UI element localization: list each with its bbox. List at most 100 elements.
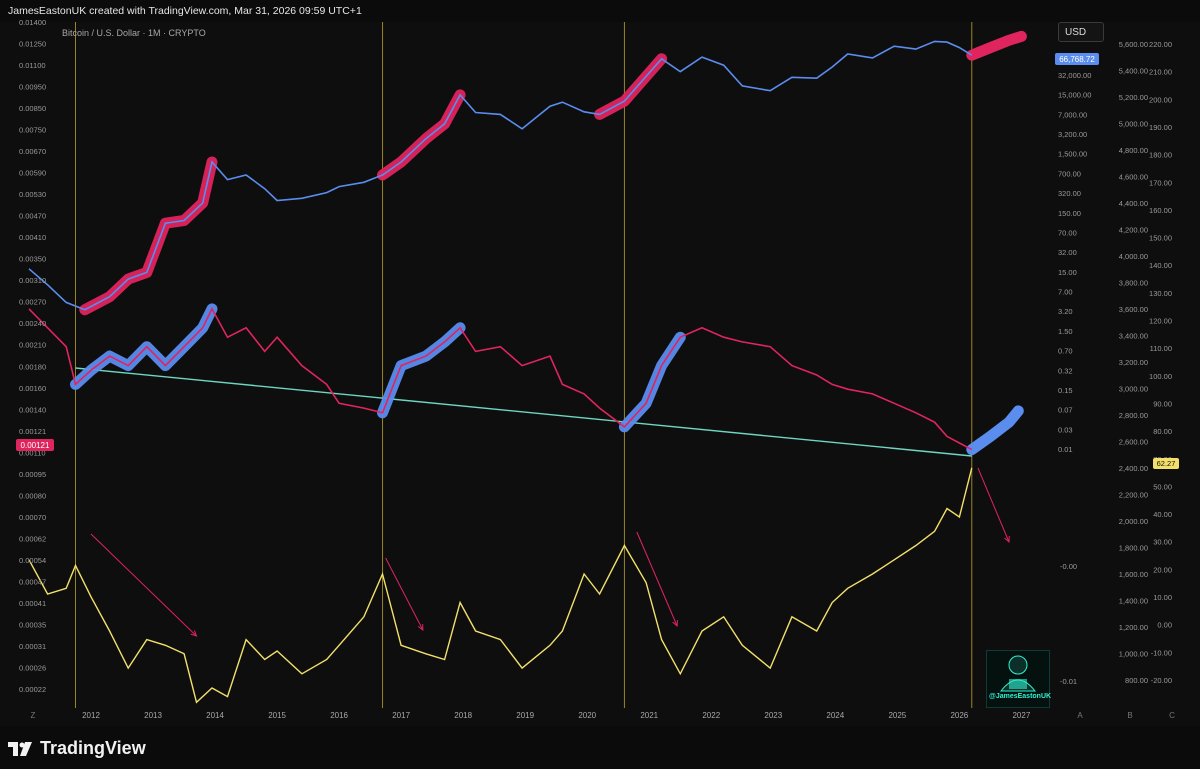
left-axis-tick-label: 0.00180 <box>19 362 46 371</box>
left-axis-tick-label: 0.00026 <box>19 663 46 672</box>
price-projection-band <box>966 30 1027 61</box>
left-axis-tick-label: 0.00035 <box>19 620 46 629</box>
footer-bar <box>0 726 1200 769</box>
right-axis-a-tick-label: 800.00 <box>1125 676 1148 685</box>
price-axis-tick-label: -0.01 <box>1060 677 1077 686</box>
last-price-label-bg <box>1055 53 1099 65</box>
trend-arrow-head <box>190 630 198 637</box>
right-axis-b-tick-label: 90.00 <box>1153 399 1172 408</box>
left-axis-tick-label: 0.00041 <box>19 599 46 608</box>
x-axis-tick-label: 2027 <box>1012 711 1030 720</box>
ratio-highlight-band <box>377 322 466 419</box>
right-axis-a-tick-label: 3,000.00 <box>1119 385 1148 394</box>
left-axis-tick-label: 0.01250 <box>19 40 46 49</box>
right-axis-b-tick-label: 100.00 <box>1149 372 1172 381</box>
x-axis-tick-label: 2024 <box>826 711 844 720</box>
right-axis-a-tick-label: 2,200.00 <box>1119 491 1148 500</box>
oscillator-label: 62.27 <box>1157 459 1176 468</box>
x-axis-tick-label: 2019 <box>516 711 534 720</box>
right-axis-a-tick-label: 4,400.00 <box>1119 199 1148 208</box>
price-axis-tick-label: 150.00 <box>1058 209 1081 218</box>
x-axis-tick-label: 2023 <box>764 711 782 720</box>
corner-a[interactable]: A <box>1077 711 1083 720</box>
price-axis-tick-label: 1.50 <box>1058 327 1073 336</box>
left-axis-tick-label: 0.00031 <box>19 642 46 651</box>
x-axis-tick-label: 2014 <box>206 711 224 720</box>
price-axis-tick-label: 0.15 <box>1058 386 1073 395</box>
right-axis-b-tick-label: 50.00 <box>1153 482 1172 491</box>
tradingview-logo[interactable]: TradingView <box>8 738 146 759</box>
right-axis-b-tick-label: 20.00 <box>1153 565 1172 574</box>
right-axis-a-tick-label: 5,200.00 <box>1119 93 1148 102</box>
right-axis-b-tick-label: 80.00 <box>1153 427 1172 436</box>
right-axis-b-tick-label: 40.00 <box>1153 510 1172 519</box>
right-axis-b-tick-label: 130.00 <box>1149 289 1172 298</box>
corner-b[interactable]: B <box>1127 711 1132 720</box>
x-axis-tick-label: 2022 <box>702 711 720 720</box>
trend-arrow <box>977 467 1010 543</box>
right-axis-a-tick-label: 3,200.00 <box>1119 358 1148 367</box>
left-price-label-bg <box>16 439 54 451</box>
right-axis-a-tick-label: 3,400.00 <box>1119 332 1148 341</box>
price-axis-tick-label: 320.00 <box>1058 189 1081 198</box>
currency-button[interactable]: USD <box>1058 22 1104 42</box>
trend-arrow-head <box>1004 535 1010 544</box>
left-axis-tick-label: 0.00950 <box>19 83 46 92</box>
right-axis-a-tick-label: 4,800.00 <box>1119 146 1148 155</box>
attribution-bar: JamesEastonUK created with TradingView.c… <box>0 0 1200 22</box>
trendline <box>75 367 972 457</box>
left-axis-tick-label: 0.00750 <box>19 126 46 135</box>
x-axis-tick-label: 2020 <box>578 711 596 720</box>
corner-c[interactable]: C <box>1169 711 1175 720</box>
left-axis-tick-label: 0.01400 <box>19 18 46 27</box>
price-axis-tick-label: 3,200.00 <box>1058 130 1087 139</box>
price-axis-tick-label: 7,000.00 <box>1058 110 1087 119</box>
x-axis-tick-label: 2012 <box>82 711 100 720</box>
right-axis-b-tick-label: 210.00 <box>1149 68 1172 77</box>
right-axis-a-tick-label: 2,600.00 <box>1119 438 1148 447</box>
right-axis-b-tick-label: 220.00 <box>1149 40 1172 49</box>
watermark-label: @JamesEastonUK <box>989 693 1052 700</box>
left-axis-tick-label: 0.00095 <box>19 470 46 479</box>
right-axis-b-tick-label: -10.00 <box>1151 648 1172 657</box>
left-axis-tick-label: 0.00590 <box>19 169 46 178</box>
price-axis-tick-label: 15,000.00 <box>1058 91 1091 100</box>
ratio-series-line <box>28 307 973 451</box>
price-axis-tick-label: 32,000.00 <box>1058 71 1091 80</box>
right-axis-b-tick-label: 190.00 <box>1149 123 1172 132</box>
chart-title: Bitcoin / U.S. Dollar · 1M · CRYPTO <box>62 28 206 38</box>
price-axis-tick-label: 1,500.00 <box>1058 150 1087 159</box>
price-axis-tick-label: 0.07 <box>1058 406 1073 415</box>
right-axis-a-tick-label: 1,400.00 <box>1119 597 1148 606</box>
left-axis-tick-label: 0.00140 <box>19 405 46 414</box>
x-axis-tick-label: 2025 <box>888 711 906 720</box>
oscillator-label-bg <box>1153 458 1179 469</box>
tradingview-wordmark: TradingView <box>40 738 146 758</box>
right-axis-b-tick-label: -20.00 <box>1151 676 1172 685</box>
price-axis-tick-label: 0.70 <box>1058 347 1073 356</box>
price-axis-tick-label: 7.00 <box>1058 288 1073 297</box>
right-axis-a-tick-label: 4,600.00 <box>1119 173 1148 182</box>
price-axis-tick-label: 700.00 <box>1058 169 1081 178</box>
left-axis-tick-label: 0.00022 <box>19 685 46 694</box>
x-axis-tick-label: 2026 <box>950 711 968 720</box>
right-axis-a-tick-label: 1,600.00 <box>1119 570 1148 579</box>
left-axis-tick-label: 0.00121 <box>19 427 46 436</box>
left-axis-tick-label: 0.00110 <box>19 448 46 457</box>
right-axis-a-tick-label: 1,800.00 <box>1119 544 1148 553</box>
last-price-label: 66,768.72 <box>1059 55 1095 64</box>
right-axis-a-tick-label: 4,200.00 <box>1119 226 1148 235</box>
price-axis-tick-label: 70.00 <box>1058 228 1077 237</box>
x-axis-tick-label: 2013 <box>144 711 162 720</box>
price-axis-tick-label: 15.00 <box>1058 268 1077 277</box>
price-axis-tick-label: 3.20 <box>1058 307 1073 316</box>
left-axis-tick-label: 0.00850 <box>19 104 46 113</box>
left-axis-tick-label: 0.00210 <box>19 341 46 350</box>
right-axis-b-tick-label: 110.00 <box>1150 344 1172 353</box>
left-axis-tick-label: 0.00240 <box>19 319 46 328</box>
corner-z[interactable]: Z <box>31 711 36 720</box>
right-axis-a-tick-label: 5,600.00 <box>1119 40 1148 49</box>
x-axis-tick-label: 2016 <box>330 711 348 720</box>
price-highlight-band <box>79 156 218 316</box>
